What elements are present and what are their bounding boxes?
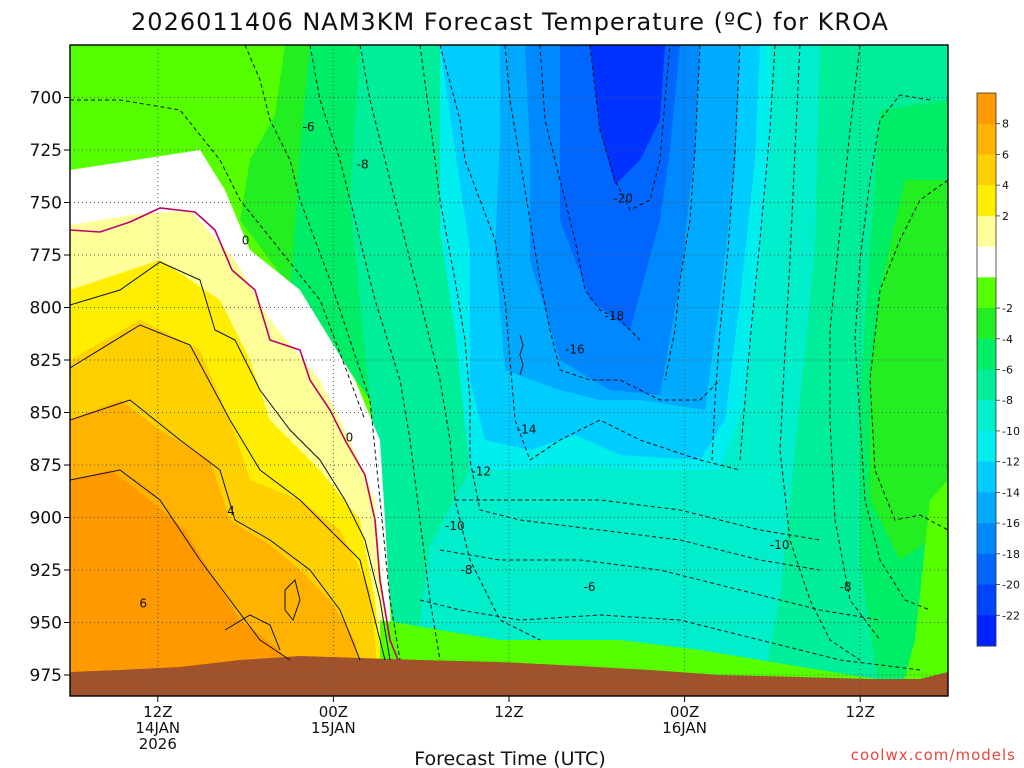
colorbar-swatch-15 [977,553,996,586]
contour-label: 0 [346,431,354,445]
colorbar-tick-label: 4 [1002,179,1009,192]
colorbar-tick-label: 2 [1002,210,1009,223]
y-tick-label: 750 [30,194,62,214]
colorbar-swatch-10 [977,400,996,432]
x-tick-label: 15JAN [311,719,356,737]
contour-solid-4 [70,324,386,661]
colorbar-tick-label: -22 [1002,609,1020,622]
contour-label: -6 [303,120,315,134]
contour-lines [70,45,948,671]
colorbar-swatch-5 [977,246,996,278]
colorbar-tick-label: -6 [1002,364,1013,377]
colorbar-swatch-13 [977,492,996,524]
colorbar-swatch-1 [977,123,996,155]
x-tick-label: 2026 [139,735,177,753]
colorbar-swatch-7 [977,308,996,340]
colorbar-swatch-3 [977,185,996,217]
frontal-marker [519,334,524,376]
y-tick-label: 925 [30,561,62,581]
colorbar-swatch-0 [977,93,996,125]
contour-label: -14 [517,422,537,436]
colorbar-tick-label: -16 [1002,517,1020,530]
x-tick-label: 12Z [494,703,523,721]
chart-title: 2026011406 NAM3KM Forecast Temperature (… [131,8,889,36]
colorbar-tick-label: -10 [1002,425,1020,438]
y-tick-label: 775 [30,246,62,266]
grid-lines [70,45,948,696]
y-tick-label: 875 [30,456,62,476]
contour-label: 6 [139,597,147,611]
x-axis-label: Forecast Time (UTC) [414,748,605,768]
contour-label: 0 [242,233,250,247]
contour-label: -10 [770,538,790,552]
contour-label: -6 [583,580,595,594]
contour-label: -20 [613,191,633,205]
colorbar-tick-label: 6 [1002,148,1009,161]
band-minus2-right [900,480,948,696]
band-minus22 [590,45,665,185]
x-tick-label: 12Z [846,703,875,721]
contour-label: -16 [565,343,585,357]
contour-label: -8 [357,158,369,172]
y-tick-label: 725 [30,141,62,161]
contour-label: 4 [227,504,235,518]
y-tick-label: 825 [30,351,62,371]
colorbar-swatch-14 [977,523,996,555]
contour-label: -18 [605,309,625,323]
colorbar-swatch-4 [977,215,996,248]
y-tick-label: 700 [30,89,62,109]
colorbar-swatch-17 [977,615,996,647]
contour-solid-2 [70,261,391,661]
x-tick-label: 14JAN [135,719,180,737]
colorbar-tick-label: -4 [1002,333,1013,346]
contour-label: -10 [445,519,465,533]
credit-text[interactable]: coolwx.com/models [851,746,1016,764]
x-tick-label: 00Z [319,703,348,721]
contour-solid-8c [284,579,301,622]
colorbar-tick-label: -12 [1002,456,1020,469]
x-tick-label: 12Z [143,703,172,721]
contour-freezing-line [70,207,399,661]
y-tick-label: 900 [30,509,62,529]
contour-label: -12 [471,464,491,478]
colorbar-swatch-2 [977,154,996,186]
y-axis: 700 725 750 775 800 825 850 875 900 925 950 975 [30,89,70,686]
contour-solid-8 [70,469,291,661]
contour-dashed [70,45,948,671]
terrain [70,656,948,696]
colorbar-tick-label: -20 [1002,579,1020,592]
colorbar-swatch-12 [977,461,996,493]
y-tick-label: 850 [30,404,62,424]
x-tick-label: 16JAN [662,719,707,737]
colorbar-tick-label: -18 [1002,548,1020,561]
contour-solid-8b [224,614,281,651]
colorbar-tick-label: -14 [1002,486,1020,499]
contour-label: -8 [461,563,473,577]
colorbar-tick-label: -8 [1002,394,1013,407]
temperature-fill [70,45,948,696]
colorbar-swatch-8 [977,338,996,370]
colorbar-swatch-6 [977,277,996,309]
colorbar: 8 6 4 2 -2 -4 -6 -8 -10 -12 -14 -16 -18 -20 -22 [976,92,1020,647]
contour-solid-6 [70,399,361,661]
colorbar-swatch-16 [977,584,996,616]
contour-labels: -6 -8 -20 0 -18 -16 -14 -12 0 4 -10 -10 -8 -6 -8 6 [139,120,852,611]
y-tick-label: 975 [30,666,62,686]
contour-label: -8 [840,580,852,594]
x-tick-label: 00Z [670,703,699,721]
colorbar-swatch-9 [977,369,996,401]
band-minus4-right [870,180,948,560]
y-tick-label: 950 [30,614,62,634]
band-10 [70,470,300,696]
colorbar-swatch-11 [977,430,996,463]
colorbar-tick-label: -2 [1002,302,1013,315]
colorbar-tick-label: 8 [1002,118,1009,131]
y-tick-label: 800 [30,299,62,319]
